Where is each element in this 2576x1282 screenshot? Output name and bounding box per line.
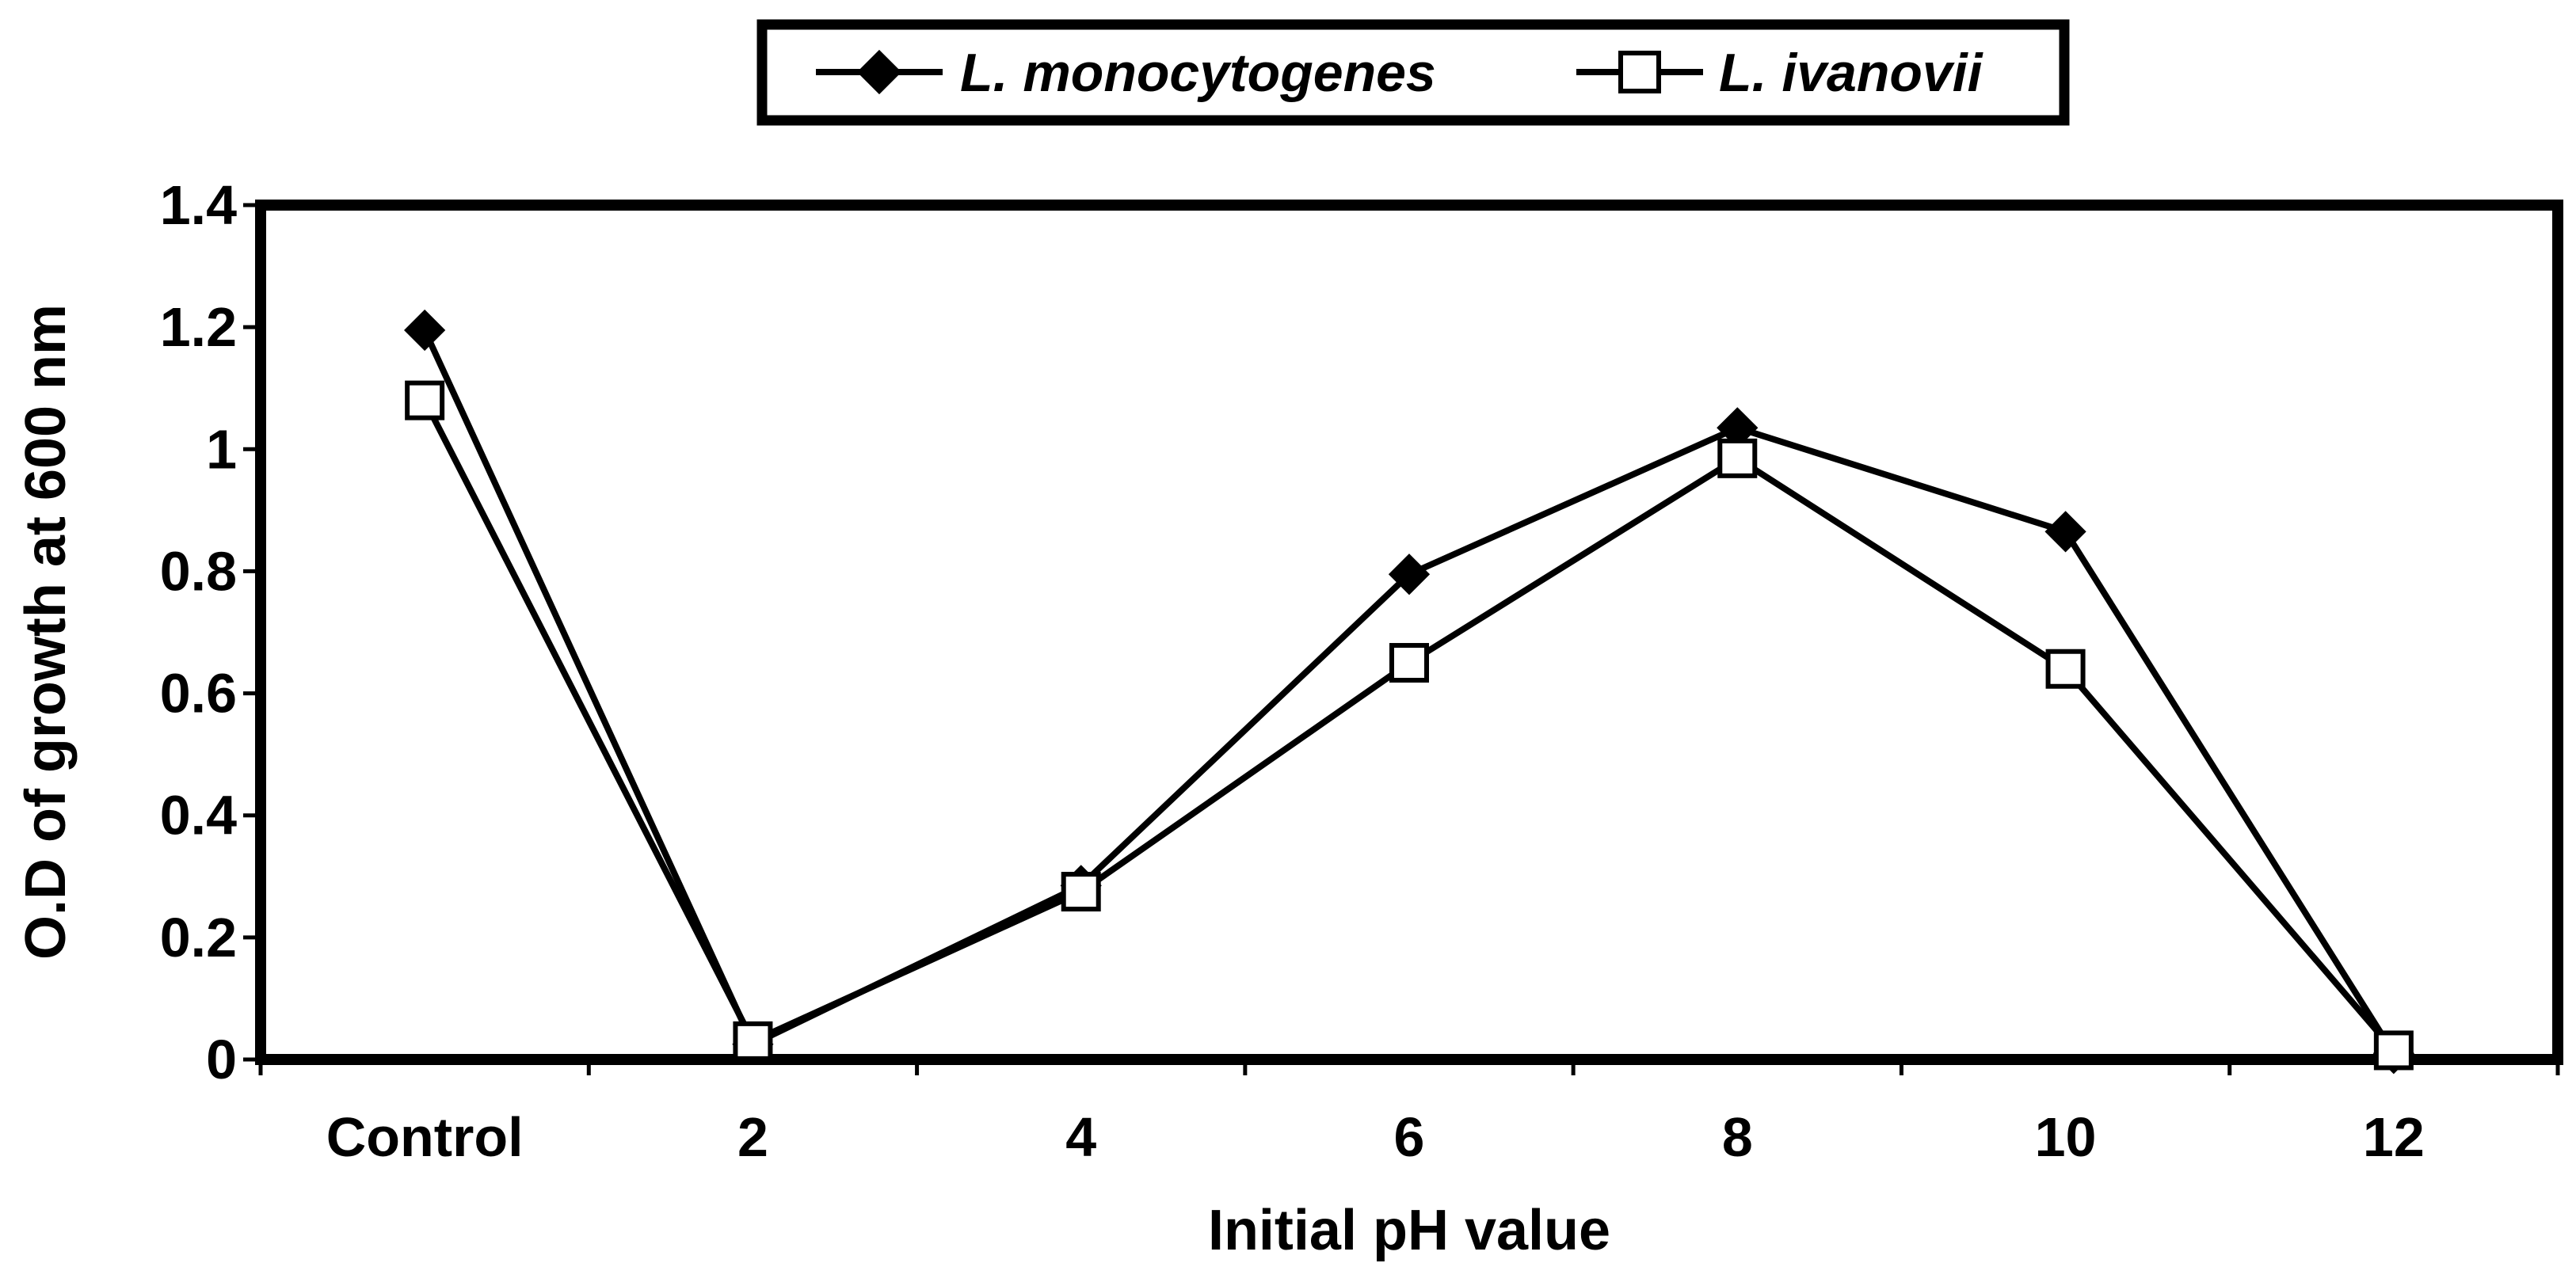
y-tick-label: 0.6 — [160, 663, 237, 725]
data-point-l-ivanovii — [2373, 1030, 2414, 1071]
y-tick-label: 0 — [206, 1029, 237, 1090]
y-tick-label: 0.2 — [160, 907, 237, 968]
legend-box — [756, 19, 2070, 126]
x-tick-label: 8 — [1722, 1106, 1753, 1168]
x-tick-label: 6 — [1394, 1106, 1425, 1168]
legend-label-l-ivanovii: L. ivanovii — [1719, 43, 1984, 103]
data-point-l-monocytogenes — [1388, 554, 1431, 595]
series-l-ivanovii — [405, 380, 2414, 1071]
x-tick-label: 10 — [2035, 1106, 2097, 1168]
legend-label-l-monocytogenes: L. monocytogenes — [960, 43, 1436, 103]
data-point-l-ivanovii — [1061, 872, 1101, 912]
data-point-l-ivanovii — [1389, 643, 1429, 683]
y-tick-label: 1.4 — [160, 174, 237, 236]
y-tick-label: 0.4 — [160, 785, 237, 846]
x-tick-label: Control — [326, 1106, 524, 1168]
y-axis-title: O.D of growth at 600 nm — [14, 304, 78, 960]
x-tick-label: 12 — [2363, 1106, 2425, 1168]
y-axis: 0 0.2 0.4 0.6 0.8 1 1.2 1.4 — [160, 174, 261, 1090]
legend-marker-filled-diamond-icon — [856, 49, 902, 95]
legend-entry-l-ivanovii: L. ivanovii — [1576, 43, 1984, 103]
legend-marker-open-square-icon — [1618, 51, 1661, 93]
series-layer — [404, 309, 2414, 1075]
data-point-l-ivanovii — [405, 380, 445, 420]
y-tick-label: 1 — [206, 418, 237, 480]
y-tick-label: 1.2 — [160, 296, 237, 358]
data-point-l-ivanovii — [733, 1021, 773, 1061]
plot-area-frame — [255, 200, 2563, 1065]
data-point-l-monocytogenes — [404, 309, 446, 352]
legend-entry-l-monocytogenes: L. monocytogenes — [816, 43, 1436, 103]
x-tick-label: 4 — [1065, 1106, 1096, 1168]
y-tick-label: 0.8 — [160, 540, 237, 602]
data-point-l-ivanovii — [2045, 649, 2086, 689]
data-point-l-ivanovii — [1717, 438, 1758, 478]
x-axis: Control 2 4 6 8 10 12 — [258, 1059, 2560, 1168]
data-point-l-monocytogenes — [2044, 511, 2086, 553]
x-axis-title: Initial pH value — [1208, 1199, 1610, 1262]
x-tick-label: 2 — [737, 1106, 768, 1168]
legend: L. monocytogenes L. ivanovii — [756, 19, 2070, 126]
